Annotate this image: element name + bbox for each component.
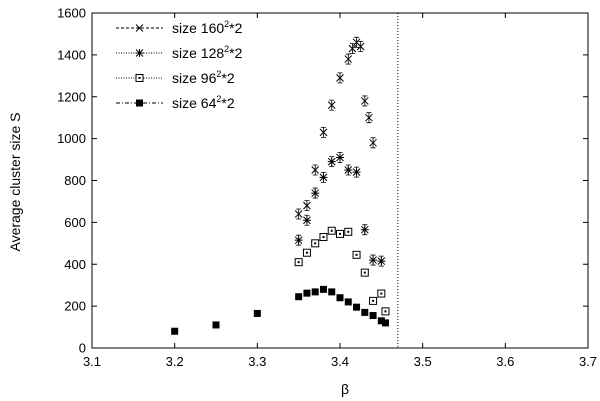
data-point <box>311 166 320 174</box>
legend-marker <box>135 49 144 57</box>
data-point <box>319 233 328 242</box>
data-point <box>311 239 320 248</box>
y-tick-label: 400 <box>64 257 86 272</box>
data-point <box>311 288 319 296</box>
data-point <box>360 97 369 105</box>
data-point <box>356 42 365 51</box>
legend-label: size 962*2 <box>172 69 235 86</box>
y-tick-label: 200 <box>64 299 86 314</box>
data-point <box>253 309 261 317</box>
data-point <box>311 189 320 198</box>
series-2-points <box>294 226 390 316</box>
x-tick-label: 3.5 <box>414 354 432 369</box>
legend: size 1602*2 size 1282*2 size 962*2 size 642… <box>116 19 243 111</box>
data-point <box>361 308 369 316</box>
y-tick-label: 0 <box>79 341 86 356</box>
data-point <box>328 288 336 296</box>
data-point <box>294 236 303 245</box>
data-point <box>377 257 386 266</box>
x-tick-label: 3.4 <box>331 354 349 369</box>
data-point <box>381 307 390 316</box>
y-tick-label: 1400 <box>57 47 86 62</box>
legend-label: size 1282*2 <box>172 44 243 61</box>
data-point <box>369 296 378 305</box>
data-point <box>377 317 385 325</box>
data-point <box>381 319 389 327</box>
x-tick-label: 3.1 <box>83 354 101 369</box>
data-point <box>344 227 353 236</box>
data-point <box>336 74 344 82</box>
legend-entry-0: size 1602*2 <box>116 19 243 36</box>
axis-ticks: 3.1 3.2 3.3 3.4 3.5 3.6 3.7 0 200 400 600 800 1000 12… <box>57 6 597 370</box>
data-point <box>336 294 344 302</box>
x-tick-label: 3.2 <box>166 354 184 369</box>
series-1-points <box>294 152 386 267</box>
y-tick-label: 800 <box>64 173 86 188</box>
data-point <box>302 216 311 225</box>
series-0-points <box>294 36 377 220</box>
data-point <box>212 321 220 329</box>
x-axis-label: β <box>341 381 349 397</box>
data-points <box>171 36 390 335</box>
data-point <box>336 153 344 162</box>
data-point <box>365 113 373 122</box>
legend-marker <box>136 99 143 107</box>
data-point <box>303 289 311 297</box>
x-tick-label: 3.3 <box>248 354 266 369</box>
legend-marker <box>135 24 144 32</box>
data-point <box>294 258 303 267</box>
x-tick-label: 3.6 <box>496 354 514 369</box>
data-point <box>319 173 328 182</box>
data-point <box>344 166 353 175</box>
data-point <box>294 210 303 218</box>
data-point <box>171 327 179 335</box>
data-point <box>369 138 377 147</box>
data-point <box>377 289 386 298</box>
y-axis-label: Average cluster size S <box>7 112 23 251</box>
data-point <box>369 256 378 265</box>
y-tick-label: 600 <box>64 215 86 230</box>
data-point <box>319 128 328 137</box>
data-point <box>327 101 336 109</box>
y-tick-label: 1600 <box>57 6 86 21</box>
data-point <box>302 248 311 257</box>
y-tick-label: 1000 <box>57 131 86 146</box>
legend-entry-3: size 642*2 <box>116 94 235 111</box>
legend-entry-1: size 1282*2 <box>116 44 243 61</box>
x-tick-label: 3.7 <box>579 354 597 369</box>
legend-label: size 1602*2 <box>172 19 243 36</box>
y-tick-label: 1200 <box>57 89 86 104</box>
data-point <box>336 229 344 238</box>
data-point <box>369 312 377 320</box>
data-point <box>360 225 369 234</box>
data-point <box>344 298 352 306</box>
data-point <box>348 44 357 53</box>
series-3-points <box>171 285 389 335</box>
legend-label: size 642*2 <box>172 94 235 111</box>
legend-marker <box>135 74 144 82</box>
data-point <box>352 168 361 177</box>
data-point <box>319 285 327 293</box>
data-point <box>303 201 311 210</box>
data-point <box>344 55 353 63</box>
data-point <box>327 157 336 166</box>
legend-entry-2: size 962*2 <box>116 69 235 86</box>
data-point <box>352 250 361 259</box>
data-point <box>353 303 361 311</box>
data-point <box>360 268 369 277</box>
data-point <box>295 293 303 301</box>
data-point <box>327 226 336 235</box>
